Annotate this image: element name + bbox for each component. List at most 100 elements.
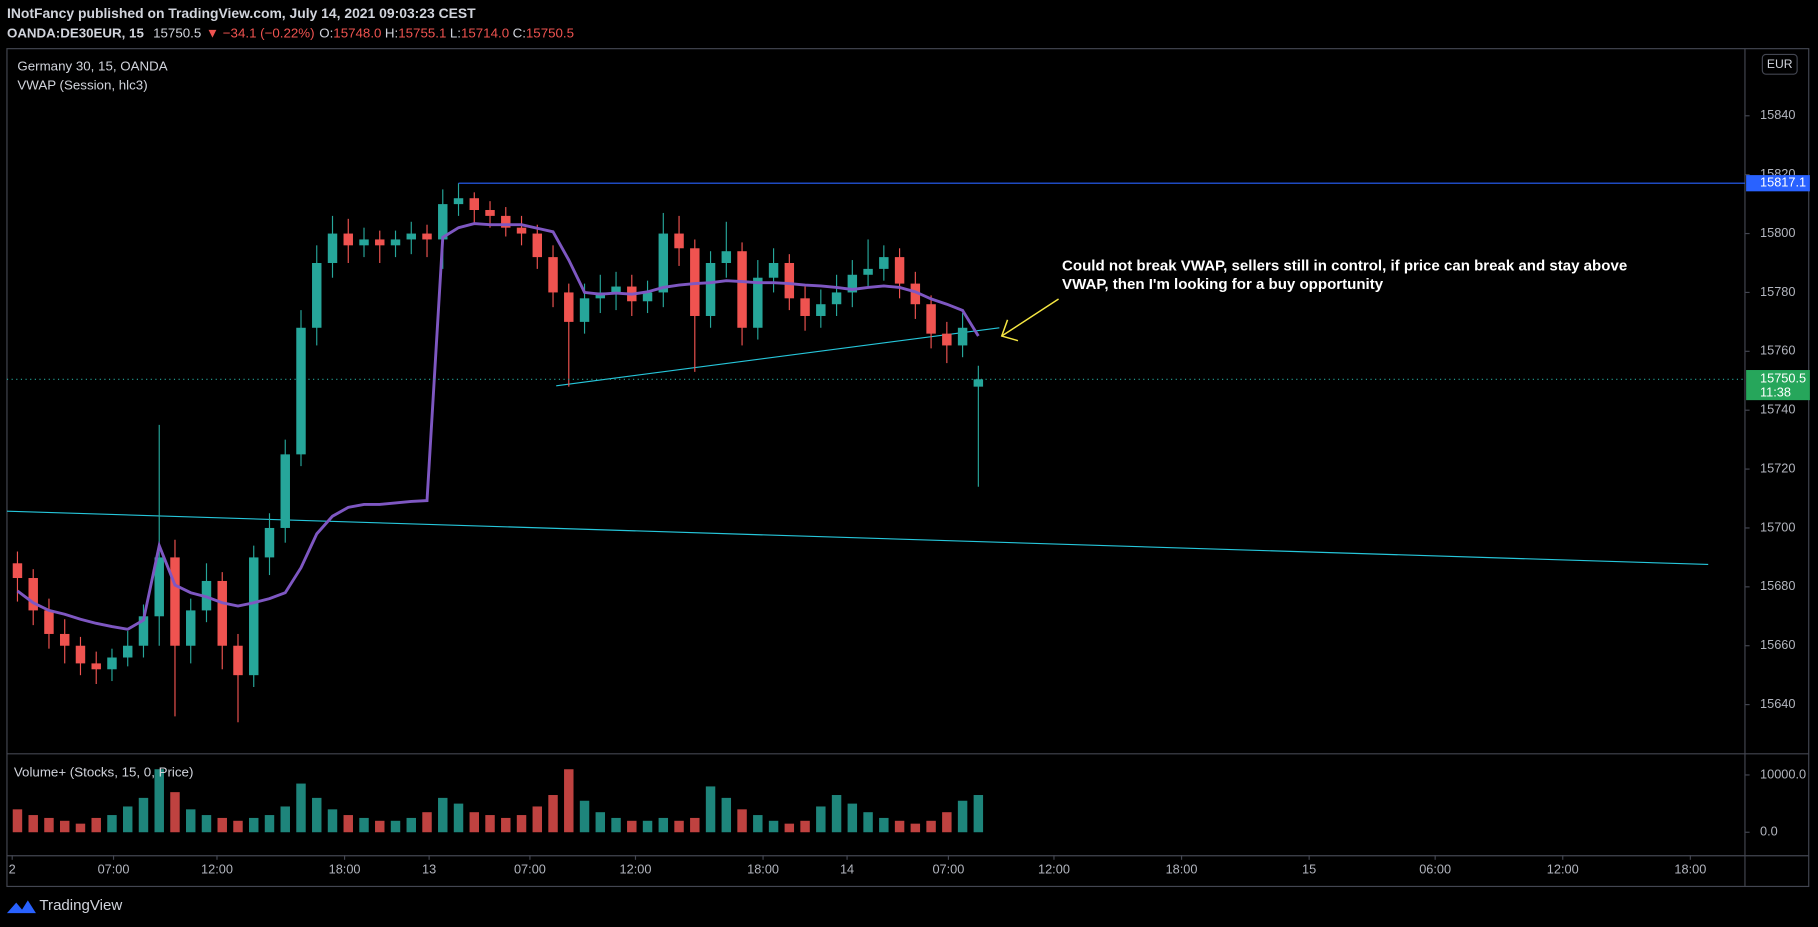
y-tick-label: 15840 — [1760, 107, 1795, 122]
x-tick-label: 13 — [422, 862, 436, 877]
volume-bar — [926, 820, 936, 833]
candle-body — [721, 251, 732, 263]
volume-bar — [548, 795, 558, 833]
volume-bar — [674, 820, 684, 833]
x-tick-label: 12:00 — [1038, 862, 1070, 877]
header-text: INotFancy published on TradingView.com, … — [7, 5, 476, 21]
candle-body — [910, 283, 921, 305]
x-tick-label: 07:00 — [932, 862, 964, 877]
volume-bar — [201, 815, 212, 833]
candle-body — [658, 233, 669, 293]
volume-bar — [816, 806, 826, 833]
volume-bar — [627, 820, 637, 833]
volume-bar — [532, 806, 543, 833]
volume-bar — [894, 820, 905, 833]
volume-bar — [690, 817, 700, 833]
footer-logo: TradingView — [6, 897, 122, 914]
x-tick-label: 12:00 — [1547, 862, 1579, 877]
candle-body — [737, 251, 747, 328]
x-tick-label: 07:00 — [514, 862, 546, 877]
candle-body — [122, 645, 133, 658]
arrow-head — [1000, 319, 1019, 342]
ohlc-value: 15750.5 — [526, 25, 574, 40]
volume-bar — [516, 815, 527, 833]
ohlc-value: 15714.0 — [461, 25, 509, 40]
candle-body — [233, 645, 243, 676]
chart-frame — [6, 48, 1810, 888]
y-tick-label: 15680 — [1760, 578, 1795, 593]
candle-body — [28, 578, 38, 611]
trendline — [556, 327, 1000, 387]
x-tick-label: 12:00 — [620, 862, 652, 877]
volume-bar — [753, 815, 763, 833]
volume-bar — [469, 812, 479, 833]
candle-body — [59, 633, 70, 646]
volume-bar — [485, 815, 495, 833]
price-label: 15817.1 — [1760, 175, 1806, 190]
volume-bar — [501, 817, 511, 833]
volume-bar — [579, 800, 590, 833]
y-tick-label: 15760 — [1760, 343, 1795, 358]
candle-body — [406, 233, 416, 240]
volume-bar — [138, 797, 149, 833]
candle-body — [894, 257, 905, 284]
last-price-label: 15750.5 — [1760, 371, 1806, 386]
volume-bar — [737, 809, 747, 833]
volume-bar — [217, 817, 227, 833]
volume-bar — [122, 806, 133, 833]
volume-bar — [879, 817, 889, 833]
volume-bar — [233, 820, 243, 833]
volume-bar — [973, 795, 984, 833]
y-tick-label: 15660 — [1760, 637, 1795, 652]
volume-bar — [658, 817, 669, 833]
vwap-line — [16, 222, 980, 631]
x-tick-label: 14 — [840, 862, 854, 877]
volume-bar — [343, 815, 353, 833]
x-tick-label: 18:00 — [1166, 862, 1198, 877]
volume-bar — [768, 820, 779, 833]
candle-body — [453, 198, 464, 205]
candle-body — [705, 262, 716, 316]
candle-body — [438, 204, 448, 240]
candle-body — [91, 663, 101, 670]
candle-body — [280, 454, 290, 528]
candle-body — [863, 268, 873, 275]
candle-body — [249, 557, 259, 676]
volume-bar — [406, 817, 416, 833]
volume-bar — [186, 809, 196, 833]
candle-body — [75, 645, 86, 664]
candle-body — [375, 239, 385, 246]
annotation-arrow — [1000, 298, 1059, 342]
volume-bar — [863, 812, 873, 833]
candle-body — [343, 233, 353, 246]
volume-bar — [438, 797, 448, 833]
candle-body — [957, 327, 968, 346]
volume-bar — [154, 769, 164, 833]
volume-bar — [422, 812, 432, 833]
candle-body — [469, 198, 479, 211]
candle-body — [390, 239, 401, 246]
change: ▼ −34.1 (−0.22%) — [206, 25, 315, 40]
x-tick-label: 12:00 — [201, 862, 233, 877]
y-tick-label: 15700 — [1760, 519, 1795, 534]
volume-bar — [28, 815, 38, 833]
volume-bar — [75, 823, 86, 833]
volume-bar — [957, 800, 968, 833]
x-tick-label: 06:00 — [1419, 862, 1451, 877]
candle-body — [44, 610, 54, 634]
volume-bar — [564, 769, 574, 833]
annotation-line: Could not break VWAP, sellers still in c… — [1062, 257, 1627, 274]
x-tick-label: 18:00 — [329, 862, 361, 877]
candle-body — [564, 292, 574, 322]
currency[interactable]: EUR — [1767, 57, 1793, 71]
y-tick-label: 15720 — [1760, 460, 1795, 475]
volume-bar — [595, 812, 606, 833]
volume-bar — [721, 797, 732, 833]
y-tick-label: 15740 — [1760, 402, 1795, 417]
candle-body — [611, 286, 621, 293]
symbol: OANDA:DE30EUR, 15 — [7, 25, 144, 40]
volume-tick-label: 10000.0 — [1760, 766, 1806, 781]
x-tick-label: 15 — [1302, 862, 1316, 877]
currency-box[interactable] — [1761, 53, 1798, 75]
last-price: 15750.5 — [153, 25, 201, 40]
